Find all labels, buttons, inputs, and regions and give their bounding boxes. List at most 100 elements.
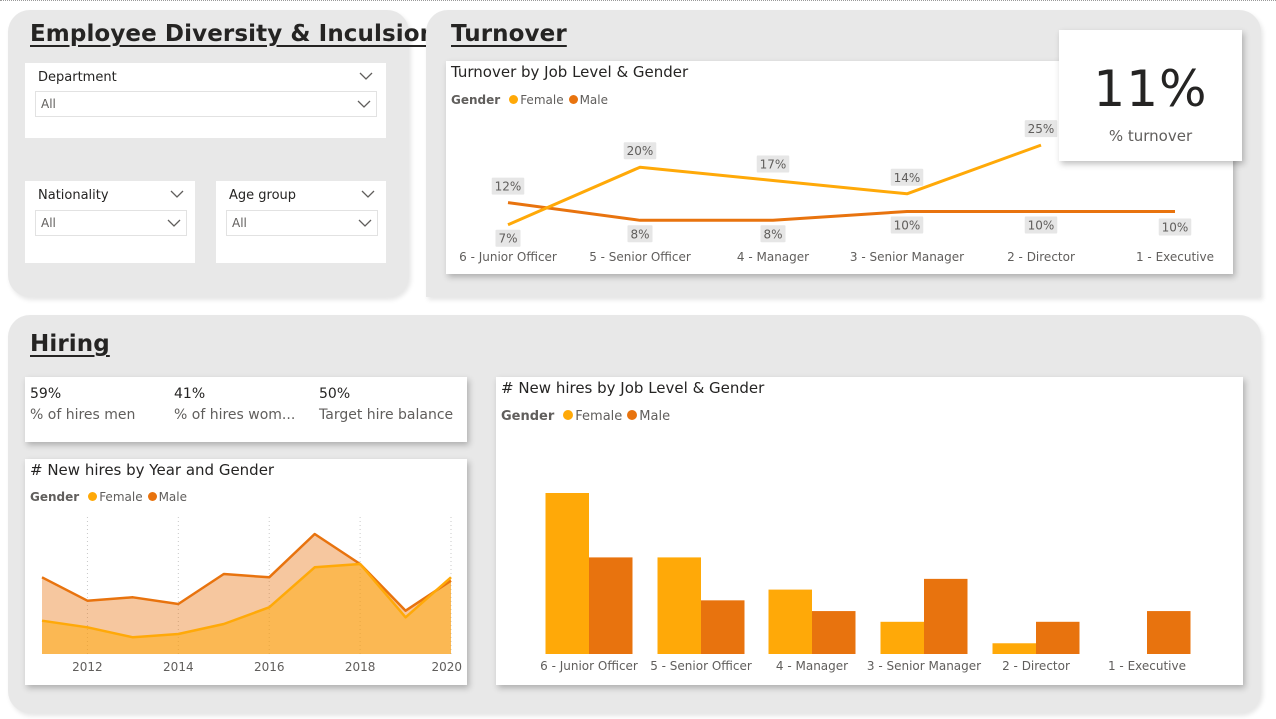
svg-text:12%: 12%	[495, 180, 522, 194]
kpi-target-value: 50%	[319, 386, 351, 402]
turnover-data-label: 8%	[760, 225, 786, 243]
department-value: All	[41, 97, 56, 111]
turnover-data-label: 10%	[1158, 218, 1192, 236]
nationality-slicer: Nationality All	[25, 181, 195, 263]
hires-level-card: # New hires by Job Level & Gender Gender…	[496, 377, 1243, 685]
bar-x-tick: 2 - Director	[1002, 659, 1070, 673]
turnover-data-label: 10%	[890, 216, 924, 234]
area-x-tick: 2012	[72, 660, 103, 674]
bar-female	[992, 643, 1036, 654]
bar-female	[545, 493, 589, 654]
kpi-target-label: Target hire balance	[319, 407, 454, 423]
turnover-x-tick: 4 - Manager	[737, 250, 809, 264]
legend-male-dot	[627, 410, 638, 420]
chevron-down-icon	[357, 100, 371, 108]
age-group-dropdown[interactable]: All	[226, 210, 378, 236]
legend-female: Female	[575, 409, 623, 424]
svg-text:10%: 10%	[894, 218, 921, 232]
hires-level-legend: Gender Female Male	[501, 409, 670, 424]
chevron-down-icon	[167, 219, 181, 227]
legend-male-dot	[147, 492, 157, 501]
legend-female-dot	[563, 410, 574, 420]
legend-male: Male	[158, 490, 188, 504]
turnover-kpi-value: 11%	[1093, 60, 1208, 118]
svg-text:17%: 17%	[760, 158, 787, 172]
turnover-chart-card: Turnover by Job Level & Gender Gender Fem…	[446, 61, 1233, 274]
department-label: Department	[38, 70, 117, 85]
hiring-title: Hiring	[30, 331, 110, 357]
area-x-tick: 2016	[254, 660, 285, 674]
turnover-x-tick: 5 - Senior Officer	[589, 250, 691, 264]
age-group-label: Age group	[229, 188, 297, 203]
legend-female-dot	[509, 95, 519, 104]
turnover-kpi-label: % turnover	[1108, 127, 1193, 145]
area-x-tick: 2014	[163, 660, 194, 674]
turnover-line-male	[507, 201, 1175, 222]
turnover-data-label: 8%	[627, 225, 653, 243]
kpi-men-value: 59%	[30, 386, 62, 402]
svg-text:14%: 14%	[894, 171, 921, 185]
department-dropdown[interactable]: All	[35, 91, 377, 117]
area-female	[42, 564, 451, 654]
area-x-tick: 2020	[431, 660, 462, 674]
bar-female	[880, 621, 924, 654]
turnover-x-tick: 6 - Junior Officer	[459, 250, 557, 264]
turnover-legend: Gender Female Male	[451, 93, 608, 107]
kpi-men-label: % of hires men	[30, 407, 136, 423]
legend-title: Gender	[451, 93, 501, 107]
hires-year-title: # New hires by Year and Gender	[30, 461, 275, 479]
age-group-value: All	[232, 216, 247, 230]
legend-male: Male	[639, 409, 671, 424]
turnover-kpi-card: 11% % turnover	[1059, 30, 1242, 161]
kpi-women-value: 41%	[174, 386, 206, 402]
area-line-female	[41, 562, 452, 639]
turnover-chart-title: Turnover by Job Level & Gender	[451, 63, 689, 81]
area-x-tick: 2018	[345, 660, 376, 674]
diversity-panel: Employee Diversity & Inculsion Departmen…	[8, 10, 436, 297]
turnover-data-label: 14%	[890, 168, 924, 186]
svg-text:8%: 8%	[630, 227, 649, 241]
area-line-male	[41, 532, 452, 612]
bar-x-tick: 1 - Executive	[1108, 659, 1186, 673]
bar-x-tick: 3 - Senior Manager	[867, 659, 981, 673]
turnover-x-tick: 3 - Senior Manager	[850, 250, 964, 264]
svg-text:7%: 7%	[498, 232, 517, 246]
bar-male	[701, 600, 745, 654]
chevron-down-icon	[358, 219, 372, 227]
bar-female	[657, 557, 701, 654]
nationality-label: Nationality	[38, 188, 109, 203]
svg-text:10%: 10%	[1162, 220, 1189, 234]
bar-male	[924, 578, 968, 654]
bar-x-tick: 6 - Junior Officer	[540, 659, 638, 673]
turnover-data-label: 12%	[491, 177, 525, 195]
turnover-data-label: 7%	[495, 229, 521, 247]
chevron-down-icon[interactable]	[170, 189, 184, 199]
svg-text:20%: 20%	[627, 144, 654, 158]
legend-female: Female	[520, 93, 564, 107]
turnover-data-label: 25%	[1024, 120, 1058, 138]
kpi-women-label: % of hires wom...	[174, 407, 296, 423]
legend-title: Gender	[30, 490, 80, 504]
hires-year-legend: Gender Female Male	[30, 490, 187, 504]
turnover-x-tick: 1 - Executive	[1136, 250, 1214, 264]
department-slicer: Department All	[25, 63, 386, 138]
bar-x-tick: 4 - Manager	[776, 659, 848, 673]
chevron-down-icon[interactable]	[361, 189, 375, 199]
bar-male	[1036, 621, 1080, 654]
legend-female-dot	[88, 492, 98, 501]
legend-male: Male	[579, 93, 609, 107]
bar-male	[589, 557, 633, 654]
nationality-value: All	[41, 216, 56, 230]
nationality-dropdown[interactable]: All	[35, 210, 187, 236]
turnover-line-female	[507, 143, 1042, 227]
hire-kpi-card: 59% % of hires men 41% % of hires wom...…	[25, 377, 467, 442]
turnover-x-tick: 2 - Director	[1007, 250, 1075, 264]
svg-text:25%: 25%	[1028, 122, 1055, 136]
svg-text:10%: 10%	[1028, 218, 1055, 232]
diversity-title: Employee Diversity & Inculsion	[30, 21, 445, 47]
bar-x-tick: 5 - Senior Officer	[650, 659, 752, 673]
bar-male	[1147, 611, 1191, 654]
turnover-data-label: 17%	[756, 155, 790, 173]
age-group-slicer: Age group All	[216, 181, 386, 263]
chevron-down-icon[interactable]	[359, 71, 373, 81]
